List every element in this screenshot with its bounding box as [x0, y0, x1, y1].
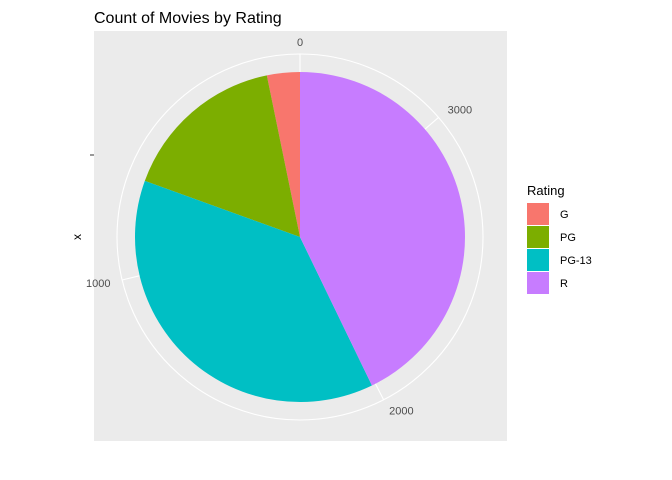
pie-slice-g — [266, 72, 300, 237]
legend-swatch — [527, 249, 549, 271]
tick-label: 2000 — [389, 405, 413, 417]
legend-title: Rating — [527, 183, 565, 198]
legend-label: PG — [560, 232, 576, 244]
legend-label: PG-13 — [560, 255, 592, 267]
legend-label: G — [560, 209, 569, 221]
pie-slices — [134, 72, 465, 402]
y-axis-title: x — [70, 234, 84, 240]
pie-slice-r — [300, 72, 465, 386]
legend-swatch — [527, 226, 549, 248]
legend: G PG PG-13 R — [527, 203, 592, 294]
pie-slice-pg — [144, 75, 300, 237]
legend-label: R — [560, 278, 568, 290]
tick-label: 3000 — [448, 105, 472, 117]
tick-label: 0 — [297, 37, 303, 49]
angle-ticks: 0 1000 2000 3000 — [86, 37, 472, 417]
tick-label: 1000 — [86, 278, 110, 290]
legend-swatch — [527, 203, 549, 225]
pie-slice-pg-13 — [134, 180, 372, 402]
legend-swatch — [527, 272, 549, 294]
chart-title: Count of Movies by Rating — [94, 10, 282, 27]
